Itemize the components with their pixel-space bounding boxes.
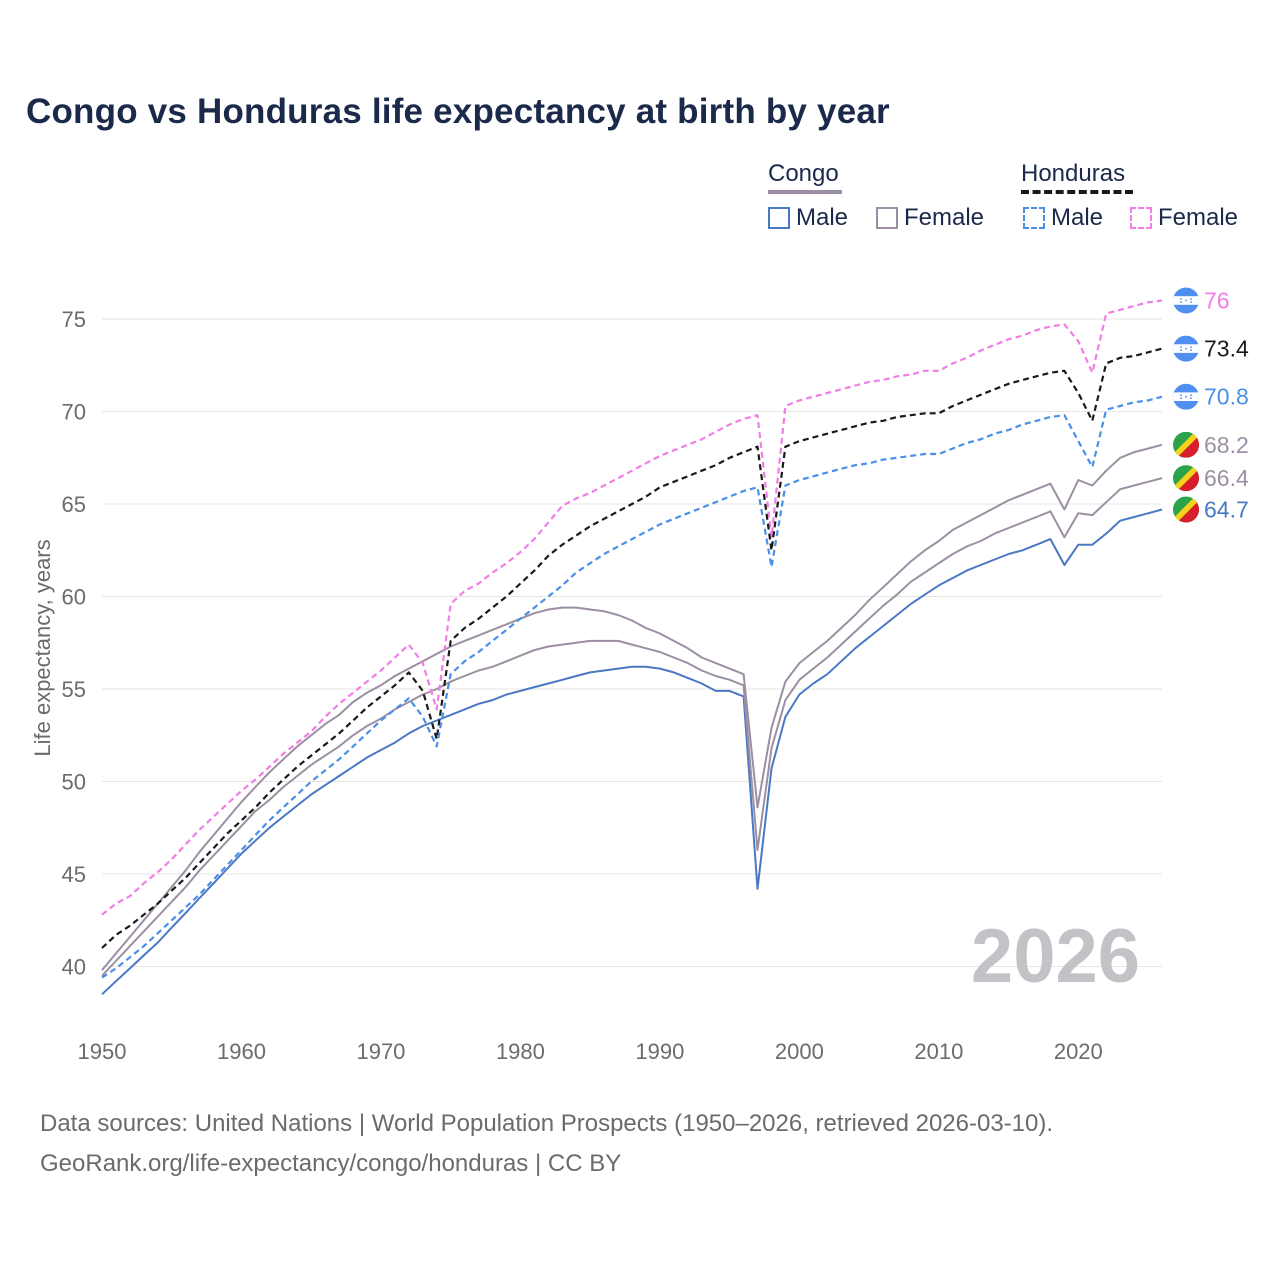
legend-group-name: Congo <box>768 160 839 187</box>
x-tick-label: 1950 <box>78 1039 127 1064</box>
y-axis-label: Life expectancy, years <box>30 539 55 756</box>
legend-item-label: Male <box>1051 204 1104 231</box>
flag-congo-icon <box>1173 431 1199 458</box>
legend-item-label: Male <box>796 204 849 231</box>
legend-group-honduras[interactable]: Honduras <box>1021 160 1261 240</box>
series-line-honduras-female[interactable] <box>101 299 1163 916</box>
series-line-congo-female[interactable] <box>101 443 1163 971</box>
x-tick-label: 1980 <box>496 1039 545 1064</box>
y-tick-label: 45 <box>62 862 86 887</box>
flag-honduras-icon <box>1173 383 1199 410</box>
y-tick-label: 60 <box>62 585 86 610</box>
y-tick-label: 65 <box>62 492 86 517</box>
flag-honduras-icon <box>1173 335 1199 362</box>
legend-group-line <box>1021 190 1133 194</box>
end-value-label: 64.7 <box>1204 497 1249 523</box>
legend-item-honduras-female[interactable]: Female <box>1130 204 1238 232</box>
y-tick-label: 70 <box>62 400 86 425</box>
legend-swatch <box>876 207 898 229</box>
series-line-honduras[interactable] <box>101 347 1163 949</box>
x-axis-ticks: 1950 1960 1970 1980 1990 2000 2010 2020 <box>78 1039 1103 1064</box>
legend-item-honduras-male[interactable]: Male <box>1023 204 1103 232</box>
year-watermark: 2026 <box>971 914 1140 999</box>
end-value-label: 66.4 <box>1204 465 1249 491</box>
flag-congo-icon <box>1173 496 1199 523</box>
x-tick-label: 2010 <box>914 1039 963 1064</box>
y-axis-ticks: 40 45 50 55 60 65 70 75 <box>62 307 86 980</box>
legend-item-label: Female <box>904 204 985 231</box>
series-lines <box>101 299 1163 996</box>
sources-line-2[interactable]: GeoRank.org/life-expectancy/congo/hondur… <box>40 1150 622 1177</box>
sources-line-1: Data sources: United Nations | World Pop… <box>40 1110 1054 1137</box>
legend-swatch <box>1023 207 1045 229</box>
x-tick-label: 1970 <box>356 1039 405 1064</box>
y-tick-label: 40 <box>62 955 86 980</box>
flag-congo-icon <box>1173 465 1199 492</box>
legend-swatch <box>1130 207 1152 229</box>
y-tick-label: 55 <box>62 677 86 702</box>
data-sources: Data sources: United Nations | World Pop… <box>40 1104 1053 1184</box>
series-line-congo[interactable] <box>101 477 1163 977</box>
chart-title: Congo vs Honduras life expectancy at bir… <box>26 92 890 131</box>
y-tick-label: 50 <box>62 770 86 795</box>
end-value-label: 76 <box>1204 288 1230 314</box>
x-tick-label: 1990 <box>635 1039 684 1064</box>
legend-item-congo-female[interactable]: Female <box>876 204 984 232</box>
y-tick-label: 75 <box>62 307 86 332</box>
end-value-label: 70.8 <box>1204 384 1249 410</box>
x-tick-label: 2020 <box>1054 1039 1103 1064</box>
series-line-congo-male[interactable] <box>101 508 1163 996</box>
flag-honduras-icon <box>1173 287 1199 314</box>
end-markers: 76 73.4 70.8 68.2 66.4 64.7 <box>1173 287 1249 523</box>
x-tick-label: 1960 <box>217 1039 266 1064</box>
end-value-label: 73.4 <box>1204 336 1249 362</box>
legend-group-line <box>768 190 842 194</box>
series-line-honduras-male[interactable] <box>101 395 1163 979</box>
legend-item-congo-male[interactable]: Male <box>768 204 848 232</box>
legend-group-name: Honduras <box>1021 160 1126 187</box>
grid-lines <box>102 318 1162 967</box>
legend-item-label: Female <box>1158 204 1239 231</box>
legend-group-congo[interactable]: Congo <box>768 160 1008 240</box>
legend-swatch <box>768 207 790 229</box>
x-tick-label: 2000 <box>775 1039 824 1064</box>
end-value-label: 68.2 <box>1204 432 1249 458</box>
